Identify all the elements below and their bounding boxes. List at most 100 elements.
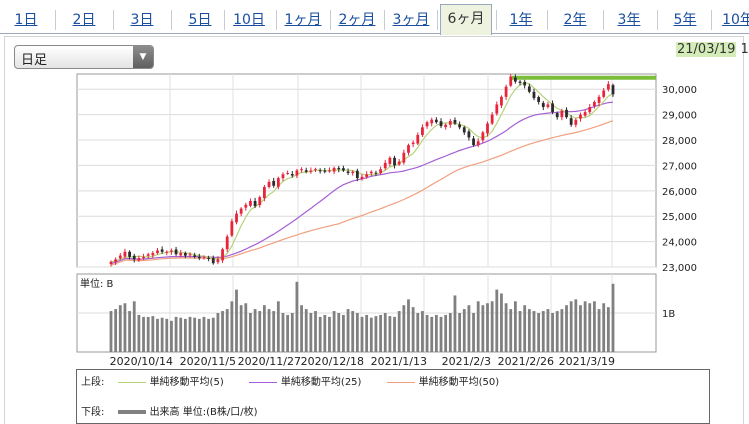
volume-bar: [304, 309, 308, 352]
volume-bar: [142, 316, 145, 352]
candle-body: [546, 104, 550, 108]
volume-bar: [300, 305, 303, 352]
legend-item-ma25: 単純移動平均(25): [248, 373, 361, 388]
volume-bar: [369, 317, 373, 352]
volume-bar: [244, 303, 248, 352]
candle-body: [146, 254, 150, 256]
volume-bar: [583, 301, 587, 352]
tab-separator: [437, 10, 438, 30]
tab-range-5[interactable]: 1ヶ月: [284, 12, 322, 28]
price-tick-label: 24,000: [662, 238, 697, 249]
volume-bar: [383, 313, 387, 352]
candle-body: [588, 107, 592, 113]
candle-body: [527, 86, 531, 92]
legend-ma50-name: 単純移動平均(50): [418, 377, 500, 388]
volume-bar: [128, 311, 131, 352]
candle-body: [421, 127, 424, 135]
volume-bar: [597, 309, 601, 352]
tab-range-3[interactable]: 5日: [188, 12, 212, 28]
candle-body: [388, 157, 392, 164]
volume-bar: [346, 309, 350, 352]
tab-range-10[interactable]: 2年: [563, 12, 587, 28]
candle-body: [379, 169, 382, 174]
candle-body: [462, 127, 466, 133]
tab-range-7[interactable]: 3ヶ月: [392, 12, 430, 28]
chevron-down-icon[interactable]: ▼: [133, 46, 153, 68]
candle-body: [221, 249, 224, 261]
tab-range-11[interactable]: 3年: [617, 12, 641, 28]
candle-body: [532, 91, 536, 99]
candle-body: [402, 152, 406, 163]
candle-body: [183, 253, 187, 256]
volume-bar: [523, 305, 527, 352]
price-tick-label: 30,000: [662, 85, 697, 96]
candle-body: [262, 187, 266, 199]
price-tick-label: 28,000: [662, 136, 697, 147]
tab-range-8[interactable]: 6ヶ月: [440, 4, 492, 35]
tab-range-6[interactable]: 2ヶ月: [338, 12, 376, 28]
legend-lower-row: 下段: 出来高 単位:(B株/口/枚): [81, 403, 258, 418]
volume-bar: [565, 305, 568, 352]
legend-item-ma5: 単純移動平均(5): [117, 373, 224, 388]
volume-bar: [495, 289, 499, 352]
tab-range-4[interactable]: 10日: [233, 12, 265, 28]
period-select[interactable]: 日足 ▼: [14, 45, 154, 69]
volume-bar: [239, 305, 243, 352]
legend-ma5-name: 単純移動平均(5): [149, 377, 224, 388]
legend-swatch-ma50: [386, 381, 415, 383]
candle-body: [109, 261, 113, 264]
candle-body: [332, 167, 336, 172]
volume-bar: [509, 309, 513, 352]
candle-body: [472, 138, 475, 146]
volume-bar: [467, 305, 471, 352]
volume-bar: [235, 289, 238, 352]
candle-body: [170, 250, 173, 252]
volume-tick-label: 1B: [662, 309, 675, 320]
candle-body: [481, 132, 485, 141]
tab-separator: [547, 10, 548, 30]
volume-bar: [397, 311, 401, 352]
candle-body: [513, 77, 517, 82]
volume-bar: [555, 311, 559, 352]
candle-body: [355, 170, 359, 179]
tab-separator: [113, 10, 114, 30]
volume-bar: [328, 316, 331, 352]
volume-bar: [486, 303, 489, 352]
period-select-value: 日足: [21, 53, 48, 68]
volume-bar: [421, 311, 424, 352]
candle-body: [593, 101, 596, 106]
candle-body: [137, 258, 141, 261]
candle-body: [500, 96, 503, 106]
volume-bar: [249, 313, 252, 352]
candle-body: [365, 174, 369, 177]
tab-separator: [224, 10, 225, 30]
candle-body: [202, 256, 206, 258]
candle-body: [504, 86, 508, 97]
candle-body: [467, 131, 471, 138]
volume-bar: [318, 316, 322, 352]
volume-bar: [393, 316, 396, 352]
readout-date: 21/03/19: [676, 42, 737, 57]
volume-bar: [444, 314, 448, 352]
tab-range-12[interactable]: 5年: [673, 12, 697, 28]
volume-unit-label: 単位: B: [80, 277, 114, 290]
tab-range-13[interactable]: 10年: [722, 12, 749, 28]
date-tick-label: 2021/3/19: [559, 355, 615, 368]
volume-bar: [541, 311, 545, 352]
date-tick-label: 2021/1/13: [371, 355, 427, 368]
price-tick-label: 23,000: [662, 263, 697, 274]
volume-bar: [207, 318, 211, 352]
tab-range-2[interactable]: 3日: [130, 12, 154, 28]
tab-range-0[interactable]: 1日: [14, 12, 38, 28]
legend-swatch-ma5: [117, 381, 146, 383]
tab-range-1[interactable]: 2日: [72, 12, 96, 28]
candle-body: [207, 257, 211, 259]
candle-body: [286, 173, 290, 175]
volume-bar: [537, 313, 541, 352]
tab-range-9[interactable]: 1年: [509, 12, 533, 28]
candle-body: [560, 110, 564, 118]
legend-item-ma50: 単純移動平均(50): [386, 373, 500, 388]
volume-bar: [527, 309, 531, 352]
tab-separator: [657, 10, 658, 30]
candle-body: [430, 119, 434, 124]
